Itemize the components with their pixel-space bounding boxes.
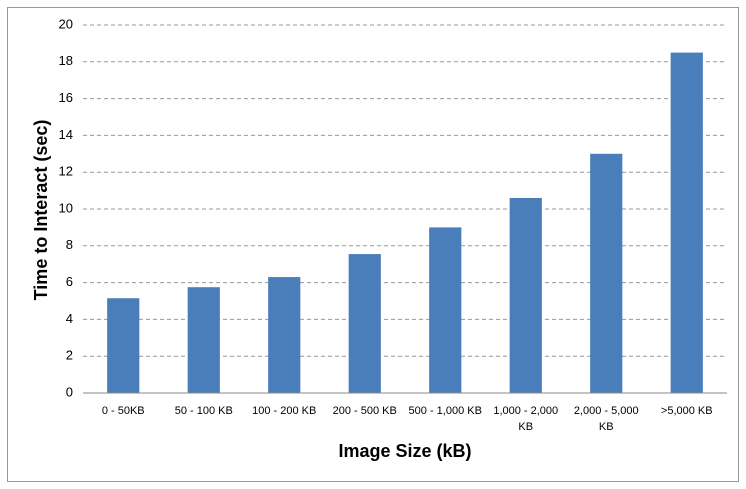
x-tick-line: 1,000 - 2,000 xyxy=(493,405,558,417)
y-tick-label: 0 xyxy=(66,384,73,399)
x-tick-label: 100 - 200 KB xyxy=(252,405,316,417)
x-tick-label: 50 - 100 KB xyxy=(175,405,233,417)
x-tick-line: 2,000 - 5,000 xyxy=(574,405,639,417)
y-tick-label: 16 xyxy=(59,90,73,105)
x-tick-label: >5,000 KB xyxy=(661,405,713,417)
y-tick-label: 12 xyxy=(59,164,73,179)
bar xyxy=(590,153,623,393)
x-tick-label: 2,000 - 5,000 KB xyxy=(574,405,639,433)
bar xyxy=(429,227,462,393)
bar xyxy=(509,197,542,393)
y-tick-label: 6 xyxy=(66,274,73,289)
bar xyxy=(348,254,381,393)
y-tick-label: 10 xyxy=(59,200,73,215)
bar xyxy=(187,287,220,393)
y-tick-label: 20 xyxy=(59,16,73,31)
bar xyxy=(268,277,301,393)
y-axis-title: Time to Interact (sec) xyxy=(31,120,51,301)
bar xyxy=(670,52,703,393)
y-tick-label: 2 xyxy=(66,348,73,363)
x-tick-label: 1,000 - 2,000 KB xyxy=(493,405,558,433)
y-tick-label: 4 xyxy=(66,311,73,326)
x-tick-line: KB xyxy=(599,421,614,433)
y-tick-label: 8 xyxy=(66,237,73,252)
x-tick-label: 200 - 500 KB xyxy=(333,405,397,417)
y-tick-label: 18 xyxy=(59,53,73,68)
y-tick-label: 14 xyxy=(59,127,73,142)
x-tick-label: 0 - 50KB xyxy=(102,405,145,417)
x-tick-label: 500 - 1,000 KB xyxy=(409,405,482,417)
x-axis-title: Image Size (kB) xyxy=(338,441,471,461)
bar xyxy=(107,298,140,393)
x-tick-line: KB xyxy=(518,421,533,433)
